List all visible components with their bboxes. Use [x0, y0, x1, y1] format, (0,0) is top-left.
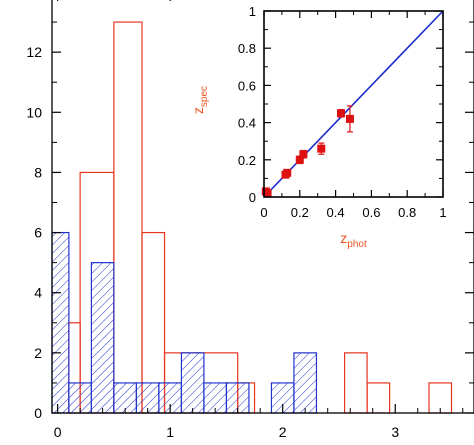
- inset-tick-labels: 0 0.2 0.4 0.6 0.8 1 0 0.2 0.4 0.6 0.8 1: [238, 4, 447, 220]
- x-tick-label: 0: [54, 424, 62, 440]
- inset-y-tick-label: 0.6: [238, 78, 256, 93]
- red-histogram-bar-7: [366, 382, 391, 414]
- y-tick-label: 10: [26, 104, 42, 120]
- inset-data-point-6: [317, 144, 326, 153]
- y-tick-label: 4: [34, 285, 42, 301]
- main-axis-ticks: [52, 0, 474, 414]
- blue-hatched-histogram-series: [51, 231, 318, 414]
- inset-y-tick-label: 0.8: [238, 41, 256, 56]
- blue-histogram-bar-10: [293, 352, 318, 414]
- inset-background: [216, 0, 455, 255]
- inset-data-point-7: [336, 109, 345, 118]
- red-histogram-bar-2: [113, 21, 143, 414]
- inset-y-tick-label: 1: [249, 4, 256, 19]
- blue-histogram-bar-2: [90, 262, 115, 414]
- inset-data-point-5: [299, 150, 308, 159]
- inset-one-to-one-line: [263, 10, 444, 198]
- x-tick-label: 3: [391, 424, 399, 440]
- x-tick-label: 1: [166, 424, 174, 440]
- inset-data-point-3: [283, 168, 292, 177]
- y-tick-label: 12: [26, 44, 42, 60]
- y-tick-label: 6: [34, 225, 42, 241]
- inset-data-point-1: [263, 189, 272, 198]
- inset-points: [261, 105, 354, 198]
- inset-axis-ticks: [263, 10, 444, 198]
- x-tick-label: 2: [279, 424, 287, 440]
- y-tick-label: 2: [34, 345, 42, 361]
- inset-x-tick-label: 1: [439, 205, 446, 220]
- y-tick-label: 0: [34, 405, 42, 421]
- red-histogram-bar-6: [343, 352, 368, 414]
- blue-histogram-bar-6: [180, 352, 205, 414]
- inset-y-axis-title: zspec: [190, 86, 210, 114]
- inset-data-point-4: [295, 155, 304, 164]
- inset-data-point-8: [345, 114, 354, 123]
- inset-x-tick-label: 0: [260, 205, 267, 220]
- inset-x-tick-label: 0.4: [327, 205, 345, 220]
- inset-scatter: 0 0.2 0.4 0.6 0.8 1 0 0.2 0.4 0.6 0.8 1 zphot zspec: [190, 0, 455, 255]
- inset-y-tick-label: 0.4: [238, 116, 256, 131]
- inset-y-tick-label: 0: [249, 190, 256, 205]
- inset-x-tick-label: 0.2: [291, 205, 309, 220]
- y-tick-label: 8: [34, 164, 42, 180]
- inset-y-tick-label: 0.2: [238, 153, 256, 168]
- inset-x-tick-label: 0.8: [398, 205, 416, 220]
- inset-x-tick-label: 0.6: [362, 205, 380, 220]
- inset-x-axis-title: zphot: [340, 230, 367, 250]
